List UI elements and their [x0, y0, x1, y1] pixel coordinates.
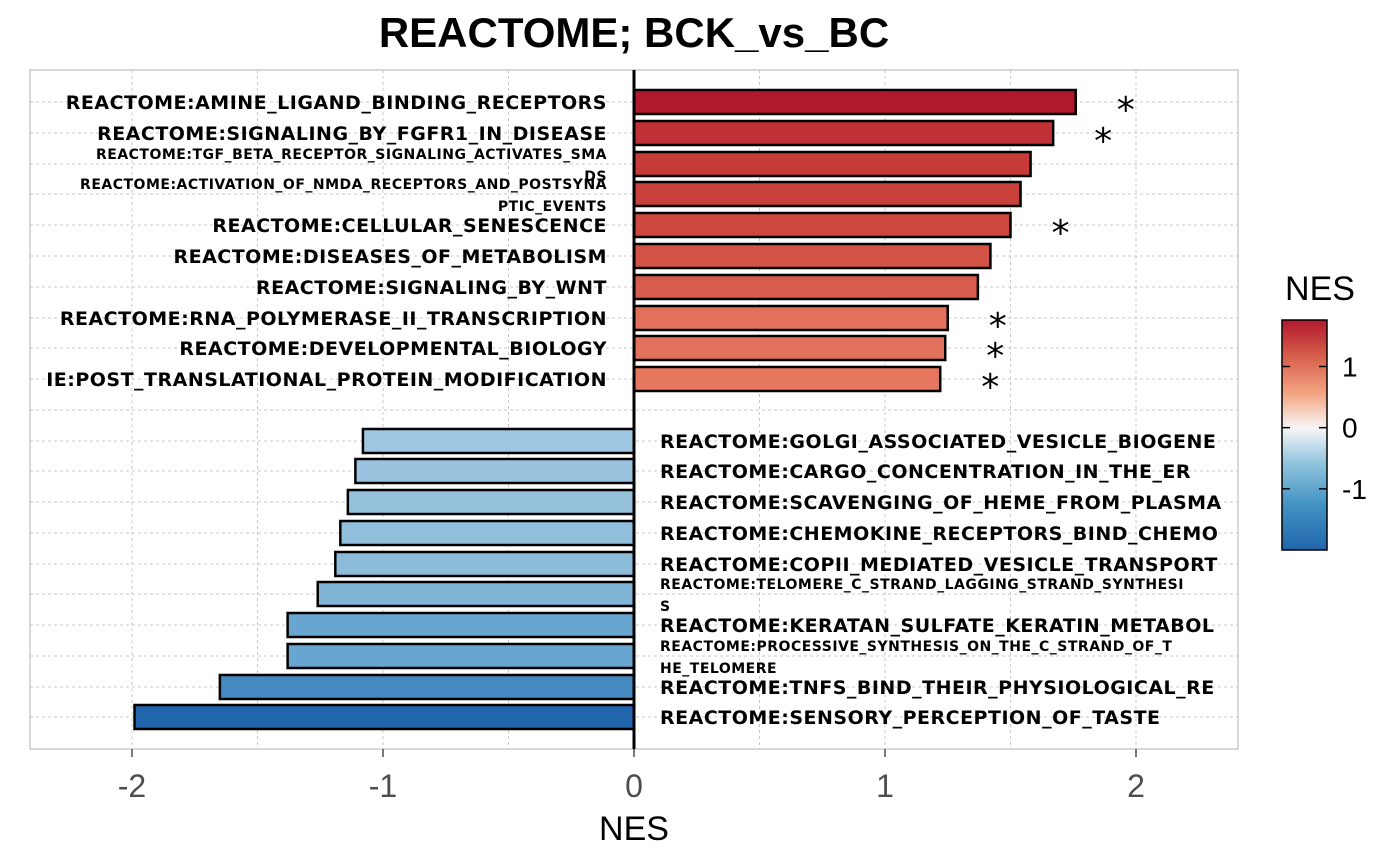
bar-label-line: REACTOME:TELOMERE_C_STRAND_LAGGING_STRAN… — [660, 577, 1184, 593]
bar-negative — [286, 642, 636, 670]
bar-label: REACTOME:SIGNALING_BY_WNT — [256, 277, 607, 299]
bars — [133, 88, 1078, 731]
bar-label: REACTOME:COPII_MEDIATED_VESICLE_TRANSPOR… — [660, 554, 1218, 576]
x-tick-label: -1 — [369, 768, 397, 804]
x-axis-title: NES — [599, 810, 669, 848]
x-axis-ticks: -2 -1 0 1 2 — [118, 749, 1145, 804]
significance-star: * — [981, 367, 999, 408]
bar-positive — [632, 304, 949, 332]
bar-negative — [346, 488, 636, 516]
bar-positive — [632, 180, 1022, 208]
bar-label-line: PTIC_EVENTS — [498, 199, 607, 215]
bar-negative — [361, 427, 636, 455]
bar-label: REACTOME:AMINE_LIGAND_BINDING_RECEPTORS — [66, 92, 607, 114]
bar-label: REACTOME:TNFS_BIND_THEIR_PHYSIOLOGICAL_R… — [660, 677, 1215, 699]
significance-star: * — [1094, 121, 1112, 162]
bar-label: REACTOME:SENSORY_PERCEPTION_OF_TASTE — [660, 707, 1161, 729]
bar-label-line: HE_TELOMERE — [660, 661, 777, 677]
bar-label-line: REACTOME:PROCESSIVE_SYNTHESIS_ON_THE_C_S… — [660, 639, 1172, 655]
legend-tick-label: 1 — [1342, 351, 1358, 382]
bar-label-line: DS — [584, 169, 607, 185]
bar-positive — [632, 88, 1078, 116]
bar-positive — [632, 211, 1012, 239]
bar-negative — [339, 519, 636, 547]
bar-label: REACTOME:RNA_POLYMERASE_II_TRANSCRIPTION — [60, 308, 607, 330]
legend-colorbar — [1281, 319, 1328, 551]
bar-negative — [354, 457, 636, 485]
bar-positive — [632, 334, 947, 362]
legend-title: NES — [1285, 270, 1355, 308]
bar-positive — [632, 150, 1032, 178]
bar-negative — [334, 550, 636, 578]
bar-labels: REACTOME:AMINE_LIGAND_BINDING_RECEPTORS R… — [46, 92, 1222, 729]
bar-positive — [632, 242, 992, 270]
bar-label: REACTOME:KERATAN_SULFATE_KERATIN_METABOL — [660, 615, 1215, 637]
bar-label: REACTOME:SIGNALING_BY_FGFR1_IN_DISEASE — [97, 123, 607, 145]
bar-positive — [632, 119, 1055, 147]
legend-ticks: 1 0 -1 — [1282, 351, 1367, 505]
color-legend: NES 1 0 -1 — [1281, 270, 1367, 551]
x-tick-label: 2 — [1127, 768, 1145, 804]
bar-label: REACTOME:DEVELOPMENTAL_BIOLOGY — [179, 338, 607, 360]
significance-star: * — [1117, 90, 1135, 131]
bar-label: REACTOME:CHEMOKINE_RECEPTORS_BIND_CHEMO — [660, 523, 1218, 545]
bar-label: IE:POST_TRANSLATIONAL_PROTEIN_MODIFICATI… — [46, 369, 607, 391]
bar-label-line: REACTOME:ACTIVATION_OF_NMDA_RECEPTORS_AN… — [80, 177, 607, 193]
bar-negative — [133, 703, 636, 731]
significance-star: * — [989, 306, 1007, 347]
bar-label: REACTOME:SCAVENGING_OF_HEME_FROM_PLASMA — [660, 492, 1222, 514]
bar-label: REACTOME:CARGO_CONCENTRATION_IN_THE_ER — [660, 461, 1191, 483]
bar-negative — [218, 673, 636, 701]
significance-star: * — [1052, 213, 1070, 254]
legend-tick-label: -1 — [1342, 474, 1367, 505]
bar-negative — [286, 611, 636, 639]
bar-label: REACTOME:DISEASES_OF_METABOLISM — [173, 246, 607, 268]
chart-title: REACTOME; BCK_vs_BC — [379, 9, 889, 56]
bar-label: REACTOME:CELLULAR_SENESCENCE — [212, 215, 607, 237]
bar-label: REACTOME:GOLGI_ASSOCIATED_VESICLE_BIOGEN… — [660, 431, 1216, 453]
legend-tick-label: 0 — [1342, 413, 1358, 444]
bar-negative — [316, 580, 636, 608]
x-tick-label: -2 — [118, 768, 146, 804]
significance-markers: ****** — [981, 90, 1135, 408]
x-tick-label: 1 — [876, 768, 894, 804]
bar-positive — [632, 365, 942, 393]
significance-star: * — [986, 336, 1004, 377]
bar-label-line: S — [660, 599, 671, 615]
bar-positive — [632, 273, 980, 301]
bar-label-line: REACTOME:TGF_BETA_RECEPTOR_SIGNALING_ACT… — [96, 147, 607, 163]
x-tick-label: 0 — [625, 768, 643, 804]
